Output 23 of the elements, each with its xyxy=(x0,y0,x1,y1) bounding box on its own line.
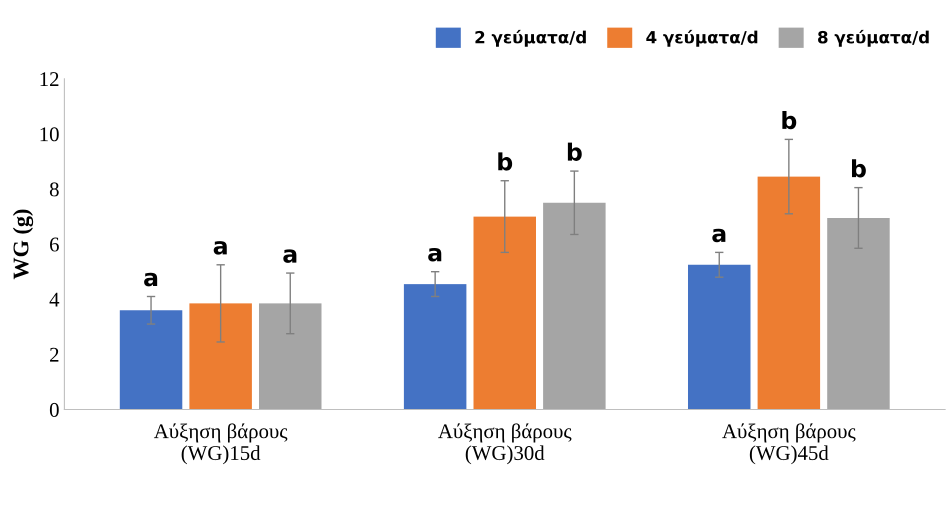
legend-label: 2 γεύματα/d xyxy=(475,30,586,47)
annotation: a xyxy=(144,272,158,286)
y-tick-label: 0 xyxy=(50,402,59,417)
annotation: a xyxy=(214,241,227,255)
legend-label: 8 γεύματα/d xyxy=(818,30,929,47)
annotation: b xyxy=(568,142,582,161)
x-tick-label: Αύξηση βάρους (WG)15d xyxy=(154,423,288,464)
y-tick-label: 10 xyxy=(40,127,59,142)
y-tick-label: 2 xyxy=(50,348,58,362)
y-tick-label: 4 xyxy=(50,292,60,306)
legend-label: 4 γεύματα/d xyxy=(646,30,758,47)
x-tick-label: Αύξηση βάρους (WG)45d xyxy=(722,423,856,464)
annotation: b xyxy=(498,152,512,171)
annotation: b xyxy=(852,159,866,178)
annotation: a xyxy=(712,228,726,242)
y-tick-label: 8 xyxy=(50,182,59,196)
annotation: b xyxy=(782,110,796,130)
x-tick-label: Αύξηση βάρους (WG)30d xyxy=(438,423,572,464)
y-axis-title: WG (g) xyxy=(12,210,34,280)
annotation: a xyxy=(283,249,296,263)
y-tick-label: 12 xyxy=(40,72,58,86)
annotation: a xyxy=(428,248,442,262)
y-tick-label: 6 xyxy=(50,238,59,252)
